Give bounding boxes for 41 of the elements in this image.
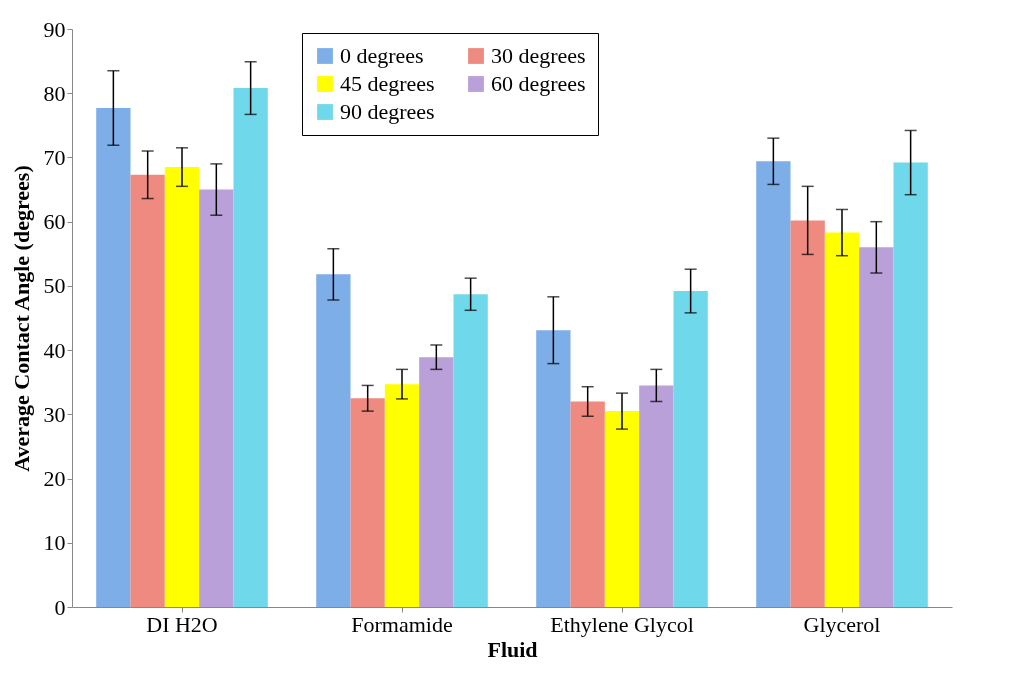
y-tick-label: 0	[54, 594, 66, 620]
x-tick-label: Formamide	[351, 611, 453, 637]
bar	[233, 88, 268, 607]
y-tick-label: 70	[43, 144, 66, 170]
bar	[893, 162, 928, 607]
legend-label: 60 degrees	[491, 71, 586, 96]
bar	[96, 107, 131, 607]
y-axis-title: Average Contact Angle (degrees)	[8, 165, 34, 472]
bar	[384, 384, 420, 607]
y-tick-label: 30	[43, 401, 66, 427]
bar	[419, 357, 454, 607]
y-tick-label: 90	[43, 16, 66, 42]
bar	[639, 385, 674, 607]
bar	[756, 161, 791, 607]
y-tick-label: 50	[43, 273, 66, 299]
x-tick-label: DI H2O	[146, 611, 218, 637]
bar	[199, 189, 234, 607]
bar	[859, 247, 894, 607]
x-tick-label: Ethylene Glycol	[550, 611, 694, 637]
legend-label: 0 degrees	[340, 43, 424, 68]
bar	[164, 167, 200, 607]
y-tick-label: 40	[43, 337, 66, 363]
bar	[604, 411, 640, 607]
bar	[130, 174, 165, 607]
legend-label: 90 degrees	[340, 99, 435, 124]
bar	[790, 220, 825, 607]
x-tick-label: Glycerol	[803, 611, 881, 637]
bar	[316, 274, 351, 607]
bar	[350, 398, 385, 607]
y-tick-label: 10	[43, 530, 66, 556]
x-axis-title: Fluid	[487, 636, 538, 662]
legend-label: 45 degrees	[340, 71, 435, 96]
bar	[824, 232, 860, 607]
y-tick-label: 20	[43, 466, 66, 492]
y-tick-label: 80	[43, 80, 66, 106]
bar	[673, 291, 708, 607]
legend-label: 30 degrees	[491, 43, 586, 68]
bar	[570, 401, 605, 607]
y-tick-label: 60	[43, 209, 66, 235]
bar	[453, 294, 488, 607]
bar	[536, 330, 571, 607]
